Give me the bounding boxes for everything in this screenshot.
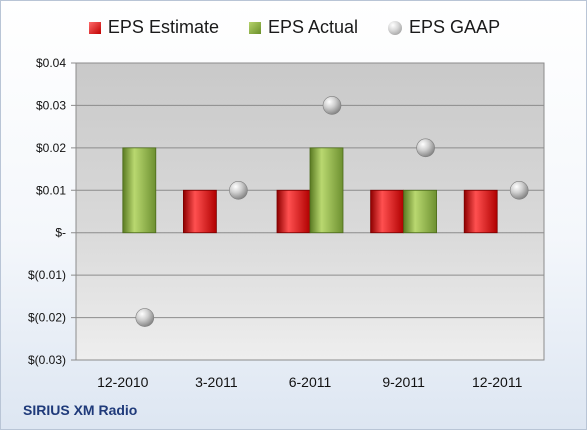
legend-label-eps-gaap: EPS GAAP — [409, 17, 501, 37]
marker-eps-gaap — [416, 138, 435, 158]
y-tick-label: $0.02 — [36, 141, 66, 155]
legend-label-eps-estimate: EPS Estimate — [107, 17, 219, 37]
legend-item-eps-gaap: EPS GAAP — [388, 17, 500, 38]
legend-label-eps-actual: EPS Actual — [267, 17, 359, 37]
bar-eps-actual — [122, 147, 157, 234]
marker-eps-gaap — [322, 96, 342, 115]
legend-item-eps-estimate: EPS Estimate — [88, 17, 219, 38]
x-tick-label: 3-2011 — [195, 374, 238, 390]
y-tick-label: $(0.02) — [28, 311, 66, 325]
legend-swatch-eps-gaap — [388, 20, 403, 35]
y-tick-label: $- — [55, 226, 66, 240]
y-tick-label: $(0.03) — [28, 353, 66, 367]
legend-item-eps-actual: EPS Actual — [248, 17, 359, 38]
company-name: SIRIUS XM Radio — [23, 402, 138, 418]
bar-eps-estimate — [182, 189, 217, 234]
bar-eps-actual — [403, 189, 438, 234]
chart-legend: EPS Estimate EPS Actual EPS GAAP — [1, 17, 587, 38]
bar-eps-actual — [309, 147, 344, 234]
x-tick-label: 12-2010 — [97, 374, 149, 390]
y-tick-label: $0.01 — [36, 183, 66, 197]
legend-swatch-eps-estimate — [88, 21, 101, 34]
x-tick-label: 9-2011 — [382, 374, 425, 390]
y-tick-label: $0.03 — [36, 98, 66, 112]
marker-eps-gaap — [135, 308, 155, 327]
bar-eps-estimate — [463, 189, 498, 234]
marker-eps-gaap — [509, 180, 529, 200]
legend-swatch-eps-actual — [248, 21, 261, 34]
x-tick-label: 6-2011 — [289, 374, 332, 390]
x-tick-label: 12-2011 — [472, 374, 523, 390]
y-tick-label: $0.04 — [36, 56, 66, 70]
bar-eps-estimate — [276, 189, 311, 234]
marker-eps-gaap — [229, 180, 248, 200]
bar-eps-estimate — [370, 189, 405, 234]
y-tick-label: $(0.01) — [28, 268, 66, 282]
